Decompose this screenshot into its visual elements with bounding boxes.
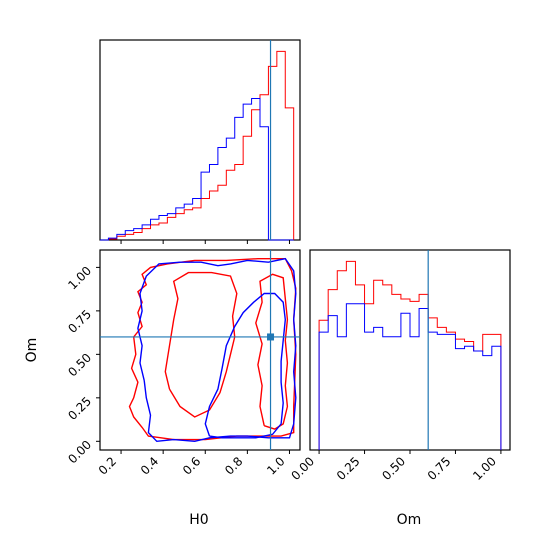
h0-histograms xyxy=(100,40,295,241)
H0-Om-joint-xtick-label: 0.2 xyxy=(96,454,119,477)
H0-Om-joint-xtick-label: 0.4 xyxy=(138,454,161,477)
x-axis-label-om: Om xyxy=(397,512,422,528)
y-axis-label-om: Om xyxy=(24,338,40,363)
Om-marginal-xtick-label: 0.25 xyxy=(334,454,363,483)
joint-truth-marker xyxy=(267,333,275,341)
Om-marginal-xtick-label: 0.75 xyxy=(425,454,454,483)
h0-om-joint-panel: 0.2 0.4 0.6 0.8 1.0 0.00 0.25 0.50 0.75 1.00 xyxy=(65,249,301,478)
Om-marginal-blue-step-line xyxy=(318,303,502,450)
om-marginal-ticks: 0.00 0.25 0.50 0.75 1.00 xyxy=(288,450,502,483)
H0-marginal-blue-step-line xyxy=(100,97,294,241)
H0-Om-joint-ytick-label: 1.00 xyxy=(65,264,94,293)
H0-Om-joint-ytick-label: 0.25 xyxy=(65,394,94,423)
Om-marginal-red-step-line xyxy=(318,260,502,450)
H0-marginal-red-step-line xyxy=(100,50,295,241)
h0-marginal-ticks xyxy=(120,240,290,244)
H0-Om-joint-xtick-label: 0.6 xyxy=(180,454,203,477)
H0-Om-joint-ytick-label: 0.75 xyxy=(65,307,94,336)
H0-Om-joint-ytick-label: 0.00 xyxy=(65,438,94,467)
Om-marginal-xtick-label: 0.50 xyxy=(379,454,408,483)
joint-blue-contour-1 xyxy=(204,292,287,439)
H0-Om-joint-xtick-label: 1.0 xyxy=(264,454,287,477)
om-marginal-frame xyxy=(309,249,511,451)
Om-marginal-xtick-label: 0.00 xyxy=(288,454,317,483)
x-axis-label-h0: H0 xyxy=(189,512,208,528)
joint-contours xyxy=(100,250,300,450)
joint-red-contour-2 xyxy=(255,273,289,430)
Om-marginal-xtick-label: 1.00 xyxy=(470,454,499,483)
om-marginal-panel: 0.00 0.25 0.50 0.75 1.00 xyxy=(288,249,511,483)
H0-Om-joint-ytick-label: 0.50 xyxy=(65,351,94,380)
om-histograms xyxy=(318,250,502,450)
joint-red-contour-1 xyxy=(164,271,238,418)
joint-blue-contour-0 xyxy=(137,257,297,443)
h0-marginal-panel xyxy=(99,39,301,244)
joint-frame xyxy=(99,249,301,451)
h0-marginal-frame xyxy=(99,39,301,241)
H0-Om-joint-xtick-label: 0.8 xyxy=(222,454,245,477)
